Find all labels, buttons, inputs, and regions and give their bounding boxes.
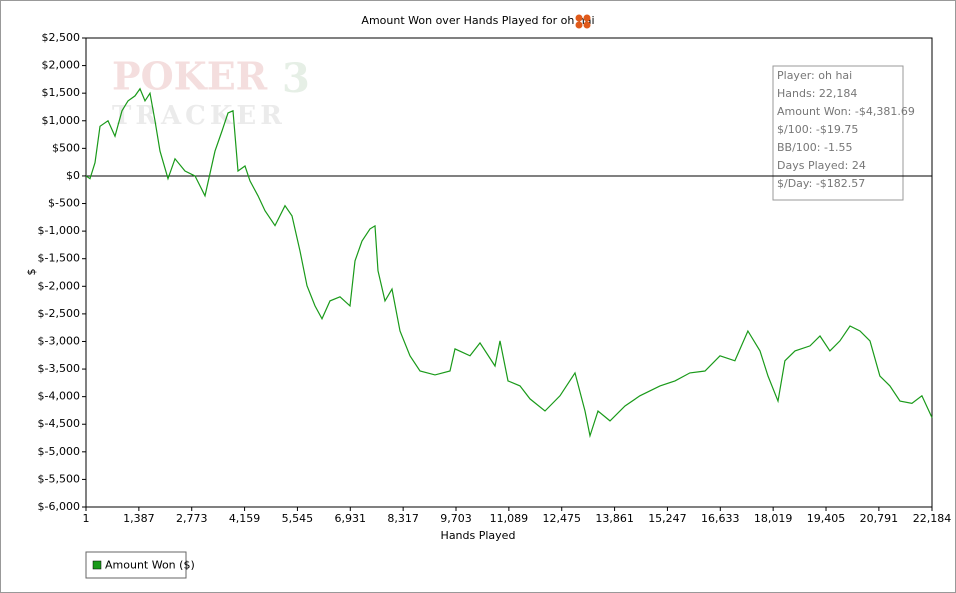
- info-box: Player: oh hai Hands: 22,184 Amount Won: -…: [772, 65, 915, 201]
- chart-title: Amount Won over Hands Played for oh hai: [361, 14, 594, 27]
- legend: Amount Won ($): [85, 551, 195, 579]
- line-series: [85, 87, 933, 439]
- watermark: TRACKER: [112, 101, 286, 131]
- x-tick-label: 4,159: [229, 512, 261, 525]
- y-axis-label: $: [25, 269, 38, 276]
- x-tick-label: 9,703: [440, 512, 472, 525]
- x-tick-label: 22,184: [913, 512, 952, 525]
- y-tick-label: $-1,500: [38, 252, 80, 265]
- x-tick-label: 20,791: [860, 512, 899, 525]
- info-line: BB/100: -1.55: [777, 141, 852, 154]
- title-icon: [575, 14, 591, 29]
- info-line: $/100: -$19.75: [777, 123, 858, 136]
- x-tick-label: 15,247: [648, 512, 687, 525]
- watermark: POKER: [112, 54, 268, 99]
- x-tick-label: 1: [83, 512, 90, 525]
- x-axis-label: Hands Played: [441, 529, 516, 542]
- y-tick-label: $2,500: [42, 31, 81, 44]
- y-tick-label: $-1,000: [38, 224, 80, 237]
- x-tick-label: 13,861: [595, 512, 634, 525]
- x-tick-label: 5,545: [282, 512, 314, 525]
- y-tick-label: $1,500: [42, 86, 81, 99]
- info-line: Player: oh hai: [777, 69, 852, 82]
- y-tick-label: $-2,000: [38, 279, 80, 292]
- y-tick-label: $-3,000: [38, 334, 80, 347]
- x-tick-label: 11,089: [490, 512, 529, 525]
- x-tick-label: 12,475: [542, 512, 581, 525]
- y-tick-label: $1,000: [42, 114, 81, 127]
- info-line: $/Day: -$182.57: [777, 177, 865, 190]
- y-tick-label: $-500: [48, 197, 80, 210]
- info-line: Amount Won: -$4,381.69: [777, 105, 915, 118]
- x-tick-label: 1,387: [123, 512, 155, 525]
- y-tick-label: $-4,500: [38, 417, 80, 430]
- y-tick-label: $-3,500: [38, 362, 80, 375]
- legend-swatch: [92, 560, 102, 570]
- y-tick-label: $-2,500: [38, 307, 80, 320]
- legend-label: Amount Won ($): [105, 559, 195, 572]
- x-tick-label: 8,317: [387, 512, 419, 525]
- y-tick-label: $-4,000: [38, 390, 80, 403]
- x-tick-label: 6,931: [335, 512, 367, 525]
- y-tick-label: $-6,000: [38, 500, 80, 513]
- watermark: 3: [282, 55, 310, 102]
- info-line: Days Played: 24: [777, 159, 866, 172]
- y-tick-label: $-5,000: [38, 445, 80, 458]
- y-tick-label: $-5,500: [38, 472, 80, 485]
- x-tick-label: 18,019: [754, 512, 793, 525]
- x-tick-label: 19,405: [807, 512, 846, 525]
- y-tick-label: $500: [52, 141, 80, 154]
- info-line: Hands: 22,184: [777, 87, 857, 100]
- y-tick-label: $0: [66, 169, 80, 182]
- x-tick-label: 2,773: [176, 512, 208, 525]
- y-tick-label: $2,000: [42, 59, 81, 72]
- x-tick-label: 16,633: [701, 512, 740, 525]
